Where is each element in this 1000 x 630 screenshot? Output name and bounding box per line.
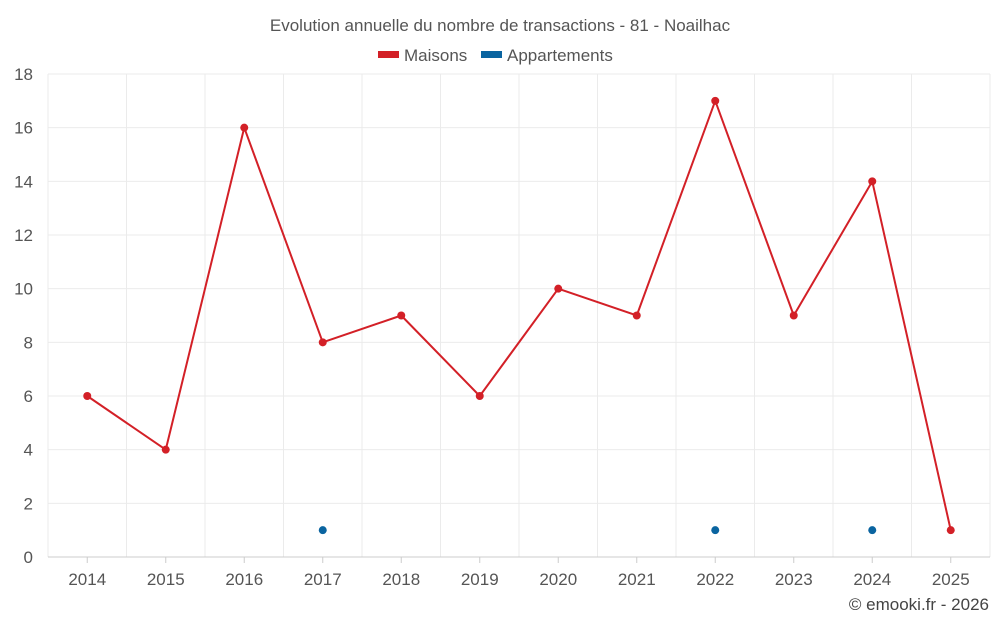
y-tick-label: 8: [24, 333, 33, 352]
x-axis-ticks: 2014 2015 2016 2017 2018 2019 2020 2021 2022 2023…: [68, 570, 969, 589]
x-tick-label: 2014: [68, 570, 106, 589]
x-tick-label: 2015: [147, 570, 185, 589]
data-point-maisons-2023[interactable]: [789, 311, 798, 320]
data-point-maisons-2019[interactable]: [475, 392, 484, 400]
x-tick-label: 2024: [853, 570, 891, 589]
legend-label-appartements[interactable]: Appartements: [507, 46, 613, 65]
y-tick-label: 16: [14, 119, 33, 138]
chart-title: Evolution annuelle du nombre de transact…: [270, 16, 731, 35]
x-tick-label: 2023: [775, 570, 813, 589]
x-tick-label: 2022: [696, 570, 734, 589]
legend-swatch-maisons: [378, 51, 399, 58]
data-point-maisons-2022[interactable]: [711, 96, 720, 105]
y-tick-label: 0: [24, 548, 33, 567]
y-axis-ticks: 0 2 4 6 8 10 12 14 16 18: [14, 65, 33, 567]
y-tick-label: 2: [24, 494, 33, 513]
data-point-appartements-2022[interactable]: [711, 526, 720, 535]
data-point-maisons-2016[interactable]: [240, 123, 249, 132]
x-tick-label: 2020: [539, 570, 577, 589]
grid: [47, 73, 991, 563]
y-tick-label: 4: [24, 441, 33, 460]
x-tick-label: 2021: [618, 570, 656, 589]
y-tick-label: 10: [14, 280, 33, 299]
data-point-maisons-2020[interactable]: [554, 284, 563, 293]
data-point-maisons-2015[interactable]: [161, 445, 170, 454]
series-line-maisons: [86, 99, 952, 531]
x-tick-label: 2018: [382, 570, 420, 589]
x-tick-label: 2025: [932, 570, 970, 589]
y-tick-label: 6: [24, 387, 33, 406]
x-tick-label: 2016: [225, 570, 263, 589]
x-tick-label: 2017: [304, 570, 342, 589]
y-tick-label: 14: [14, 172, 33, 191]
data-point-maisons-2017[interactable]: [318, 338, 327, 347]
credit-text: © emooki.fr - 2026: [849, 595, 989, 614]
legend-label-maisons[interactable]: Maisons: [404, 46, 467, 65]
x-tick-label: 2019: [461, 570, 499, 589]
data-point-maisons-2024[interactable]: [868, 177, 877, 186]
y-tick-label: 18: [14, 65, 33, 84]
data-point-maisons-2014[interactable]: [83, 392, 92, 400]
series-layer: [83, 96, 955, 535]
data-point-maisons-2021[interactable]: [632, 311, 641, 320]
data-point-maisons-2018[interactable]: [397, 311, 406, 320]
legend: Maisons Appartements: [378, 46, 613, 65]
legend-swatch-appartements: [481, 51, 502, 58]
data-point-appartements-2017[interactable]: [318, 526, 327, 535]
data-point-maisons-2025[interactable]: [946, 526, 955, 535]
data-point-appartements-2024[interactable]: [868, 526, 877, 535]
y-tick-label: 12: [14, 226, 33, 245]
